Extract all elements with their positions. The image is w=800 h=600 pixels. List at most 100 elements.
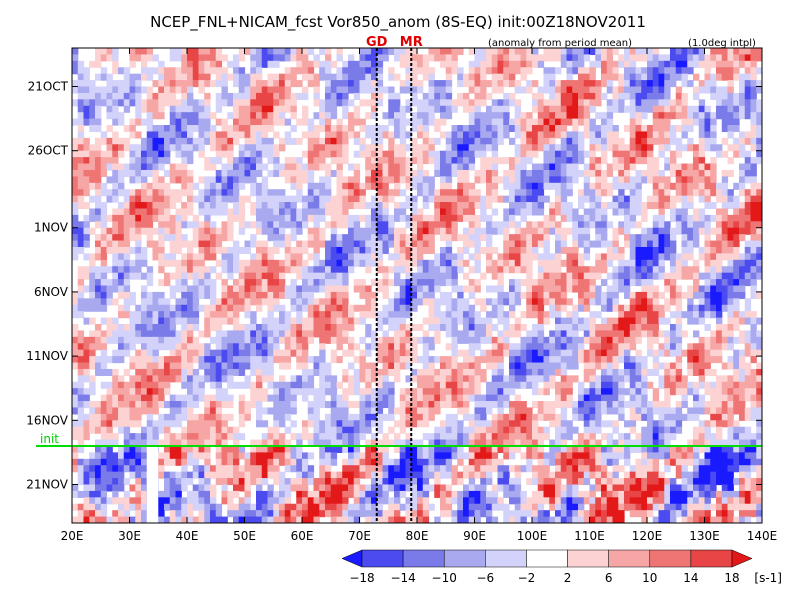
field-cell	[158, 189, 165, 197]
field-cell	[629, 86, 637, 94]
field-cell	[106, 356, 113, 364]
field-cell	[560, 349, 568, 357]
field-cell	[652, 195, 660, 203]
field-cell	[95, 304, 102, 312]
field-cell	[290, 324, 297, 332]
field-cell	[721, 105, 729, 113]
field-cell	[543, 356, 550, 364]
field-cell	[549, 336, 556, 344]
field-cell	[451, 60, 458, 68]
field-cell	[543, 298, 550, 306]
field-cell	[744, 317, 752, 325]
field-cell	[359, 362, 366, 370]
field-cell	[555, 246, 562, 255]
field-cell	[244, 246, 251, 255]
field-cell	[606, 317, 614, 325]
field-cell	[647, 253, 654, 261]
field-cell	[727, 330, 734, 338]
field-cell	[279, 163, 286, 171]
field-cell	[405, 298, 412, 306]
field-cell	[658, 112, 665, 120]
field-cell	[618, 259, 625, 267]
field-cell	[302, 356, 309, 364]
field-cell	[727, 157, 734, 165]
field-cell	[693, 291, 700, 299]
field-cell	[95, 266, 102, 274]
field-cell	[606, 246, 614, 255]
field-cell	[296, 311, 303, 319]
field-cell	[681, 118, 688, 126]
field-cell	[664, 189, 671, 197]
field-cell	[411, 208, 418, 216]
field-cell	[497, 349, 504, 357]
field-cell	[233, 324, 240, 332]
field-cell	[693, 349, 700, 357]
field-cell	[537, 195, 545, 203]
field-cell	[756, 214, 762, 222]
field-cell	[77, 298, 85, 306]
field-cell	[566, 80, 573, 88]
field-cell	[250, 343, 257, 351]
field-cell	[463, 375, 470, 383]
field-cell	[687, 362, 694, 370]
field-cell	[612, 92, 619, 100]
field-cell	[589, 221, 596, 229]
field-cell	[158, 298, 165, 306]
field-cell	[238, 125, 246, 133]
field-cell	[256, 169, 263, 177]
field-cell	[606, 368, 614, 376]
field-cell	[497, 304, 504, 312]
field-cell	[250, 234, 257, 242]
field-cell	[670, 330, 677, 338]
field-cell	[302, 48, 309, 56]
field-cell	[411, 356, 418, 364]
field-cell	[652, 368, 660, 376]
field-cell	[336, 202, 343, 210]
field-cell	[514, 202, 522, 210]
field-cell	[451, 285, 458, 293]
field-cell	[658, 240, 665, 248]
field-cell	[187, 118, 194, 126]
field-cell	[221, 99, 228, 107]
field-cell	[307, 304, 315, 312]
field-cell	[727, 240, 734, 248]
field-cell	[457, 73, 464, 81]
field-cell	[353, 137, 361, 145]
field-cell	[336, 48, 343, 56]
field-cell	[606, 330, 614, 338]
field-cell	[106, 92, 113, 100]
field-cell	[503, 324, 510, 332]
field-cell	[376, 131, 384, 139]
field-cell	[514, 356, 522, 364]
field-cell	[716, 67, 723, 75]
field-cell	[187, 272, 194, 280]
field-cell	[215, 349, 223, 357]
field-cell	[422, 105, 430, 113]
field-cell	[158, 99, 165, 107]
field-cell	[434, 304, 441, 312]
field-cell	[629, 189, 637, 197]
field-cell	[652, 73, 660, 81]
field-cell	[123, 291, 131, 299]
field-cell	[474, 324, 481, 332]
field-cell	[612, 60, 619, 68]
field-cell	[319, 349, 326, 357]
field-cell	[624, 182, 631, 190]
field-cell	[693, 259, 700, 267]
field-cell	[612, 227, 619, 235]
field-cell	[118, 150, 125, 158]
field-cell	[342, 317, 349, 325]
field-cell	[175, 112, 182, 120]
field-cell	[647, 73, 654, 81]
field-cell	[675, 343, 683, 351]
field-cell	[468, 73, 476, 81]
field-cell	[330, 349, 338, 357]
field-cell	[629, 266, 637, 274]
field-cell	[394, 182, 401, 190]
field-cell	[405, 67, 412, 75]
field-cell	[537, 311, 545, 319]
field-cell	[359, 144, 366, 152]
field-cell	[658, 73, 665, 81]
field-cell	[739, 291, 746, 299]
field-cell	[250, 349, 257, 357]
